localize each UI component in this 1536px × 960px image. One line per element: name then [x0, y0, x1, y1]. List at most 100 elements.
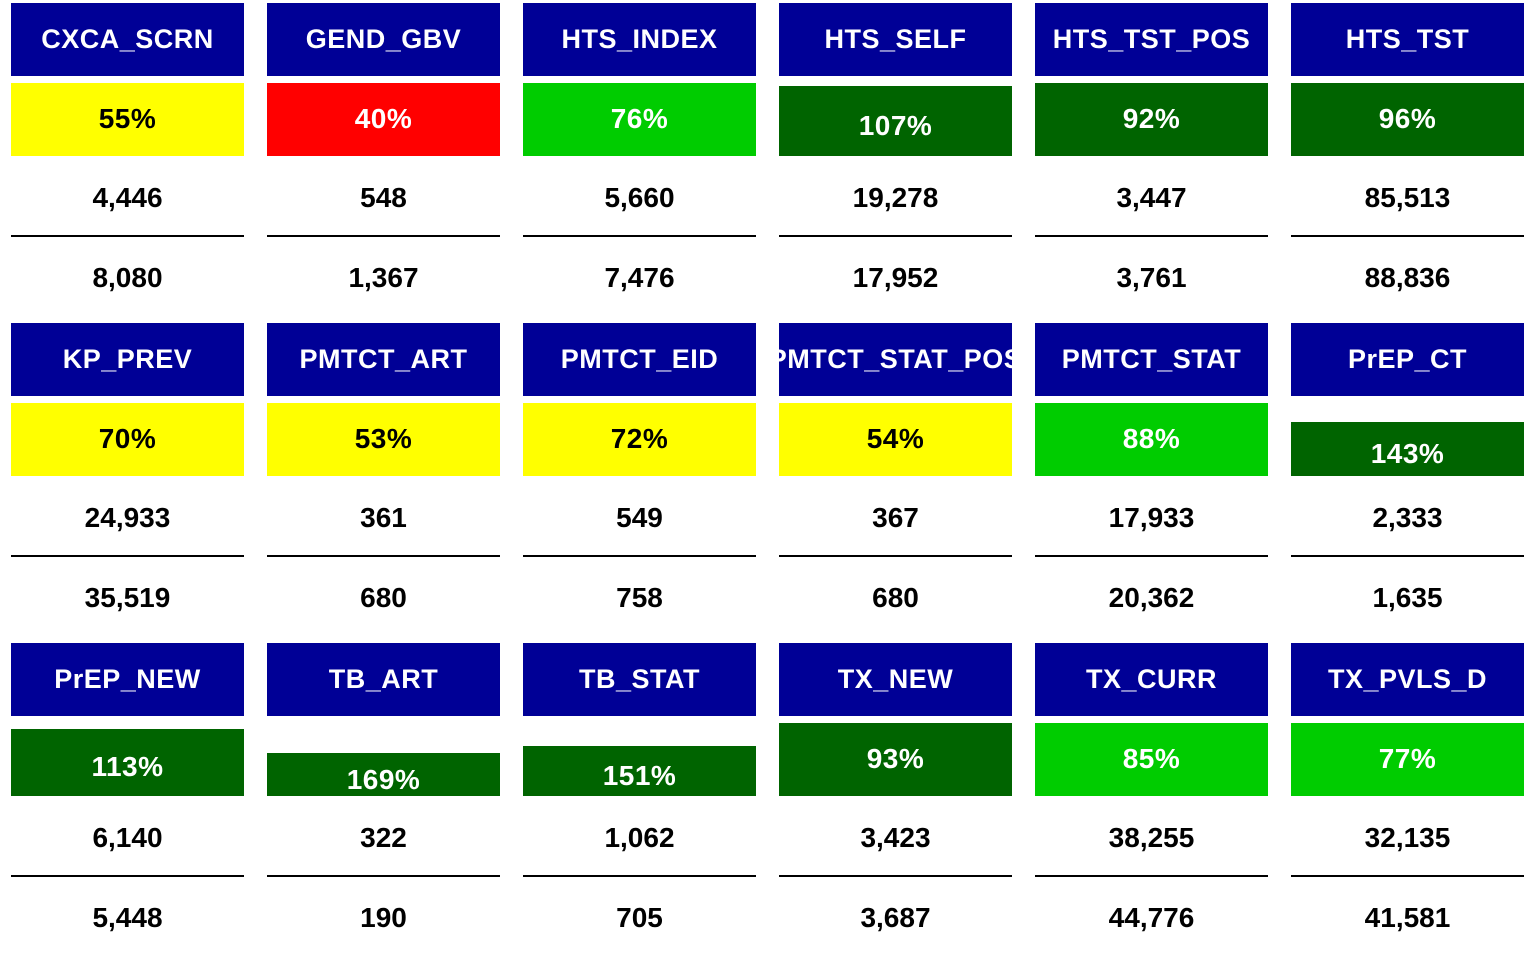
targets-value: 5,448: [92, 902, 163, 933]
achievement-bar-area: 77%: [1291, 723, 1524, 796]
achievement-bar-area: 107%: [779, 83, 1012, 156]
achievement-percent: 55%: [98, 102, 157, 134]
indicator-name: HTS_TST_POS: [1035, 3, 1268, 76]
targets-value: 44,776: [1108, 902, 1195, 933]
results-value: 4,446: [92, 182, 163, 213]
achievement-bar-area: 113%: [11, 723, 244, 796]
achievement-bar: [1035, 723, 1268, 796]
achievement-bar-area: 53%: [267, 403, 500, 476]
results-value: 549: [616, 502, 663, 533]
results-value: 19,278: [852, 182, 939, 213]
indicator-tile: TX_CURR 85% 38,255 44,776: [1035, 640, 1268, 960]
targets-value: 3,761: [1116, 262, 1187, 293]
results-value: 5,660: [604, 182, 675, 213]
targets-value: 8,080: [92, 262, 163, 293]
achievement-bar: [779, 723, 1012, 796]
indicator-tile: PrEP_CT 143% 2,333 1,635: [1291, 320, 1524, 640]
indicator-name: PMTCT_EID: [523, 323, 756, 396]
achievement-bar: [1291, 723, 1524, 796]
indicator-tile: PMTCT_EID 72% 549 758: [523, 320, 756, 640]
targets-value: 3,687: [860, 902, 931, 933]
divider-line: [267, 235, 500, 237]
divider-line: [1291, 875, 1524, 877]
achievement-percent: 77%: [1378, 742, 1437, 774]
results-value: 367: [872, 502, 919, 533]
divider-line: [1291, 235, 1524, 237]
achievement-percent: 53%: [354, 422, 413, 454]
indicator-tile: HTS_TST 96% 85,513 88,836: [1291, 0, 1524, 320]
achievement-bar-area: 40%: [267, 83, 500, 156]
indicator-tile: GEND_GBV 40% 548 1,367: [267, 0, 500, 320]
results-value: 3,423: [860, 822, 931, 853]
achievement-bar-area: 143%: [1291, 403, 1524, 476]
achievement-percent: 151%: [602, 759, 677, 791]
targets-value: 1,367: [348, 262, 419, 293]
targets-value: 7,476: [604, 262, 675, 293]
achievement-bar-area: 88%: [1035, 403, 1268, 476]
indicator-name: TX_NEW: [779, 643, 1012, 716]
targets-value: 17,952: [852, 262, 939, 293]
indicator-tile: HTS_INDEX 76% 5,660 7,476: [523, 0, 756, 320]
divider-line: [1291, 555, 1524, 557]
results-value: 32,135: [1364, 822, 1451, 853]
achievement-percent: 85%: [1122, 742, 1181, 774]
divider-line: [779, 555, 1012, 557]
indicator-tile: HTS_TST_POS 92% 3,447 3,761: [1035, 0, 1268, 320]
indicator-name: KP_PREV: [11, 323, 244, 396]
achievement-percent: 107%: [858, 110, 933, 142]
targets-value: 20,362: [1108, 582, 1195, 613]
achievement-bar: [267, 83, 500, 156]
indicator-name: CXCA_SCRN: [11, 3, 244, 76]
achievement-bar: [1035, 403, 1268, 476]
indicator-name-text: PMTCT_STAT_POS: [779, 344, 1012, 374]
divider-line: [11, 555, 244, 557]
achievement-bar-area: 76%: [523, 83, 756, 156]
achievement-bar-area: 151%: [523, 723, 756, 796]
indicator-name: PMTCT_ART: [267, 323, 500, 396]
achievement-bar: [11, 403, 244, 476]
divider-line: [1035, 235, 1268, 237]
indicator-tile: TB_ART 169% 322 190: [267, 640, 500, 960]
results-value: 361: [360, 502, 407, 533]
achievement-percent: 96%: [1378, 102, 1437, 134]
indicator-name: HTS_INDEX: [523, 3, 756, 76]
indicator-name: HTS_TST: [1291, 3, 1524, 76]
achievement-bar: [1035, 83, 1268, 156]
divider-line: [267, 875, 500, 877]
achievement-bar: [1291, 83, 1524, 156]
indicator-name: PMTCT_STAT_POS: [779, 323, 1012, 396]
achievement-bar: [779, 403, 1012, 476]
targets-value: 41,581: [1364, 902, 1451, 933]
achievement-bar-area: 92%: [1035, 83, 1268, 156]
indicator-name: TX_PVLS_D: [1291, 643, 1524, 716]
divider-line: [523, 875, 756, 877]
results-value: 17,933: [1108, 502, 1195, 533]
indicator-name: TB_STAT: [523, 643, 756, 716]
results-value: 2,333: [1372, 502, 1443, 533]
divider-line: [11, 235, 244, 237]
results-value: 3,447: [1116, 182, 1187, 213]
achievement-percent: 143%: [1370, 438, 1445, 470]
achievement-percent: 169%: [346, 763, 421, 795]
targets-value: 705: [616, 902, 663, 933]
achievement-bar-area: 169%: [267, 723, 500, 796]
results-value: 6,140: [92, 822, 163, 853]
targets-value: 758: [616, 582, 663, 613]
targets-value: 680: [872, 582, 919, 613]
achievement-bar-area: 96%: [1291, 83, 1524, 156]
indicator-tile: HTS_SELF 107% 19,278 17,952: [779, 0, 1012, 320]
divider-line: [779, 235, 1012, 237]
indicator-name: PMTCT_STAT: [1035, 323, 1268, 396]
results-value: 85,513: [1364, 182, 1451, 213]
indicator-name: TB_ART: [267, 643, 500, 716]
achievement-percent: 88%: [1122, 422, 1181, 454]
achievement-bar-area: 70%: [11, 403, 244, 476]
results-value: 322: [360, 822, 407, 853]
achievement-bar: [11, 83, 244, 156]
achievement-percent: 54%: [866, 422, 925, 454]
divider-line: [11, 875, 244, 877]
indicator-name: GEND_GBV: [267, 3, 500, 76]
indicator-name: TX_CURR: [1035, 643, 1268, 716]
achievement-bar-area: 55%: [11, 83, 244, 156]
